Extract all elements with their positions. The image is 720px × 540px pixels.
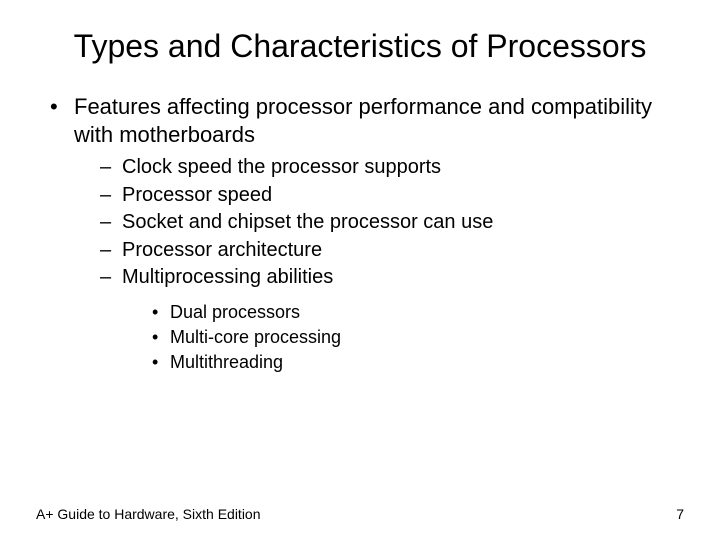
bullet-list-level2: Clock speed the processor supports Proce…: [74, 155, 684, 374]
bullet-text: Multiprocessing abilities: [122, 266, 333, 288]
list-item: Multiprocessing abilities Dual processor…: [100, 265, 684, 374]
bullet-text: Clock speed the processor supports: [122, 156, 441, 178]
bullet-text: Processor architecture: [122, 239, 322, 261]
page-number: 7: [676, 506, 684, 522]
list-item: Features affecting processor performance…: [50, 93, 684, 374]
list-item: Multithreading: [152, 351, 684, 374]
bullet-text: Features affecting processor performance…: [74, 94, 652, 147]
slide: Types and Characteristics of Processors …: [0, 0, 720, 540]
slide-footer: A+ Guide to Hardware, Sixth Edition 7: [36, 506, 684, 522]
slide-title: Types and Characteristics of Processors: [36, 28, 684, 65]
list-item: Processor architecture: [100, 238, 684, 264]
list-item: Processor speed: [100, 183, 684, 209]
bullet-text: Processor speed: [122, 184, 272, 206]
bullet-list-level1: Features affecting processor performance…: [36, 93, 684, 374]
bullet-text: Dual processors: [170, 302, 300, 322]
bullet-text: Multi-core processing: [170, 327, 341, 347]
bullet-text: Socket and chipset the processor can use: [122, 211, 493, 233]
list-item: Dual processors: [152, 301, 684, 324]
slide-body: Features affecting processor performance…: [36, 93, 684, 374]
footer-source: A+ Guide to Hardware, Sixth Edition: [36, 506, 261, 522]
bullet-list-level3: Dual processors Multi-core processing Mu…: [122, 301, 684, 374]
list-item: Socket and chipset the processor can use: [100, 210, 684, 236]
list-item: Clock speed the processor supports: [100, 155, 684, 181]
bullet-text: Multithreading: [170, 352, 283, 372]
list-item: Multi-core processing: [152, 326, 684, 349]
